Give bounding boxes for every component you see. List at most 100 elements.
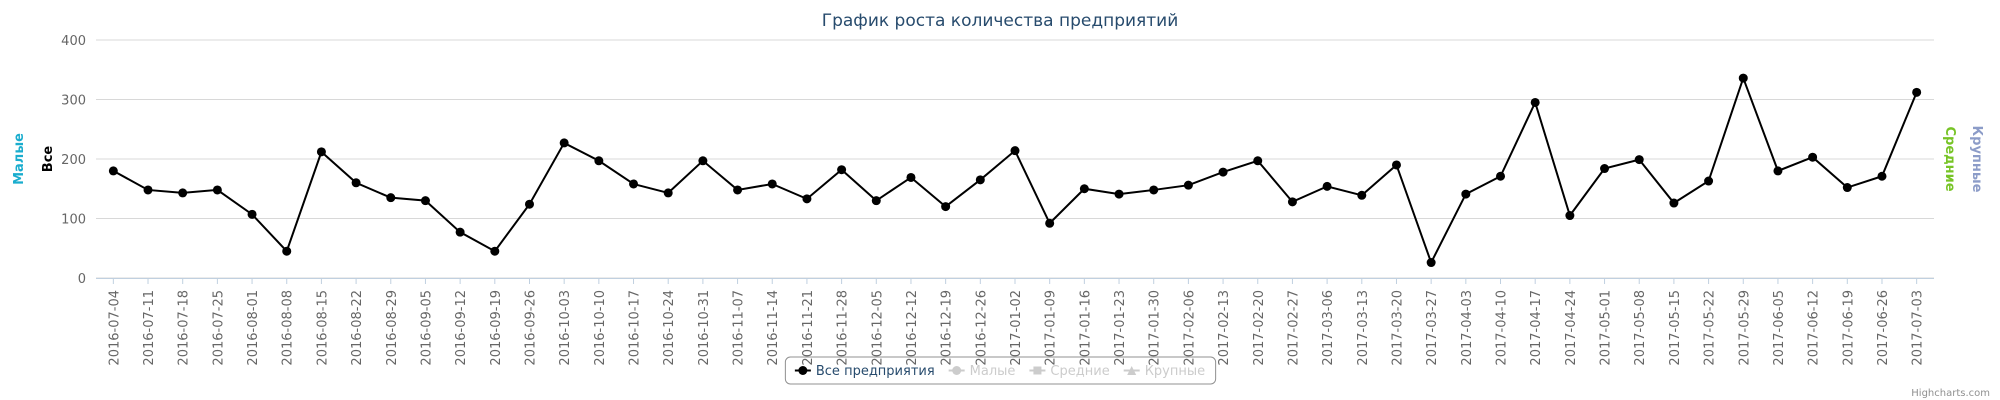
x-tick-label: 2017-04-17 xyxy=(1529,290,1544,366)
point xyxy=(1634,155,1644,165)
legend-symbol xyxy=(1127,366,1137,375)
x-tick-label: 2016-12-19 xyxy=(940,290,955,366)
point xyxy=(733,185,743,195)
x-tick-label: 2017-03-20 xyxy=(1390,290,1405,366)
point xyxy=(941,202,951,212)
legend-label: Крупные xyxy=(1145,364,1205,379)
legend-item[interactable]: Средние xyxy=(1029,364,1110,379)
y-tick-label: 400 xyxy=(61,34,86,49)
point xyxy=(1704,176,1714,186)
point xyxy=(143,185,153,195)
x-tick-label: 2017-01-23 xyxy=(1113,290,1128,366)
x-tick-label: 2017-04-10 xyxy=(1495,290,1510,366)
x-tick-label: 2017-01-30 xyxy=(1148,290,1163,366)
x-tick-label: 2016-09-05 xyxy=(419,290,434,366)
legend-label: Средние xyxy=(1050,364,1109,379)
x-tick-label: 2017-02-20 xyxy=(1252,290,1267,366)
x-tick-label: 2017-01-09 xyxy=(1044,290,1059,366)
series-line xyxy=(112,75,1918,266)
x-tick-label: 2016-10-24 xyxy=(662,290,677,366)
point xyxy=(1287,197,1297,207)
y-tick-label: 300 xyxy=(61,94,86,109)
y-tick-label: 200 xyxy=(61,153,86,168)
point xyxy=(1773,166,1783,176)
x-tick-label: 2016-08-01 xyxy=(246,290,261,366)
axis-title: Крупные xyxy=(1969,126,1984,193)
x-tick-label: 2016-09-19 xyxy=(489,290,504,366)
point xyxy=(108,166,118,176)
point xyxy=(975,175,985,185)
x-tick-label: 2017-05-15 xyxy=(1668,290,1683,366)
point xyxy=(316,147,326,157)
x-tick-label: 2016-08-08 xyxy=(281,290,296,366)
point xyxy=(1496,171,1506,181)
point xyxy=(559,138,569,148)
x-tick-label: 2017-02-06 xyxy=(1182,290,1197,366)
point xyxy=(1149,185,1159,195)
point xyxy=(837,165,847,175)
point xyxy=(420,196,430,206)
point xyxy=(1253,156,1263,166)
point xyxy=(1877,171,1887,181)
x-tick-label: 2016-11-14 xyxy=(766,290,781,366)
x-tick-label: 2017-05-08 xyxy=(1633,290,1648,366)
point xyxy=(1114,189,1124,199)
x-tick-label: 2016-11-21 xyxy=(801,290,816,366)
point xyxy=(1426,258,1436,268)
x-tick-label: 2017-07-03 xyxy=(1911,290,1926,366)
point xyxy=(767,179,777,189)
point xyxy=(1461,189,1471,199)
x-tick-label: 2016-07-18 xyxy=(177,290,192,366)
x-tick-label: 2017-06-26 xyxy=(1876,290,1891,366)
point xyxy=(1842,183,1852,193)
point xyxy=(594,156,604,166)
point xyxy=(663,188,673,198)
x-tick-label: 2017-02-27 xyxy=(1286,290,1301,366)
x-tick-label: 2016-10-03 xyxy=(558,290,573,366)
x-tick-label: 2017-06-19 xyxy=(1841,290,1856,366)
x-tick-label: 2016-07-04 xyxy=(107,290,122,366)
point xyxy=(178,188,188,198)
x-tick-label: 2017-05-22 xyxy=(1703,290,1718,366)
axis-title: Малые xyxy=(12,133,27,185)
x-tick-label: 2017-05-29 xyxy=(1737,290,1752,366)
point xyxy=(282,246,292,256)
legend-item[interactable]: Крупные xyxy=(1123,364,1205,379)
point xyxy=(351,178,361,188)
point xyxy=(1079,184,1089,194)
y-tick-label: 100 xyxy=(61,213,86,228)
point xyxy=(247,209,257,219)
axis-title: Все xyxy=(41,146,56,173)
point xyxy=(1738,73,1748,83)
x-tick-label: 2016-10-31 xyxy=(697,290,712,366)
x-tick-label: 2016-08-29 xyxy=(385,290,400,366)
y-tick-label: 0 xyxy=(78,272,86,287)
x-tick-label: 2017-06-05 xyxy=(1772,290,1787,366)
point xyxy=(1010,146,1020,156)
legend-symbol xyxy=(1033,366,1042,375)
x-tick-label: 2016-10-10 xyxy=(593,290,608,366)
x-tick-label: 2017-04-03 xyxy=(1460,290,1475,366)
point xyxy=(524,199,534,209)
legend-item[interactable]: Все предприятия xyxy=(794,364,935,379)
point xyxy=(212,185,222,195)
point xyxy=(1669,198,1679,208)
x-tick-label: 2016-09-26 xyxy=(523,290,538,366)
x-tick-label: 2016-12-05 xyxy=(870,290,885,366)
x-tick-label: 2017-06-12 xyxy=(1807,290,1822,366)
point xyxy=(698,156,708,166)
chart-title: График роста количества предприятий xyxy=(822,11,1179,31)
point xyxy=(1912,87,1922,97)
x-tick-label: 2017-02-13 xyxy=(1217,290,1232,366)
legend-item[interactable]: Малые xyxy=(948,364,1016,379)
point xyxy=(490,246,500,256)
x-tick-label: 2017-03-27 xyxy=(1425,290,1440,366)
point xyxy=(629,179,639,189)
point xyxy=(1391,160,1401,170)
credits: Highcharts.com xyxy=(1911,388,1990,399)
x-tick-label: 2016-10-17 xyxy=(628,290,643,366)
x-tick-label: 2016-07-25 xyxy=(211,290,226,366)
axis-title: Средние xyxy=(1942,126,1957,191)
point xyxy=(1600,164,1610,174)
